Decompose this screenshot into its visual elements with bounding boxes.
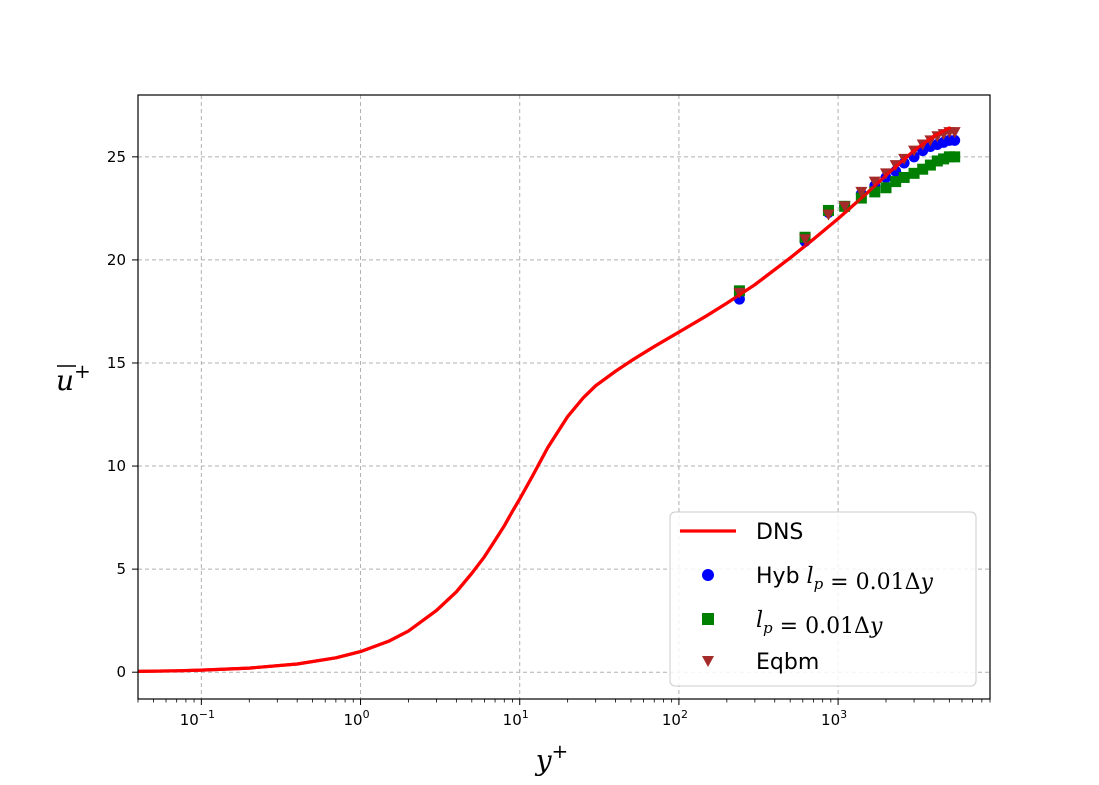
- data-point: [880, 182, 892, 194]
- data-point: [898, 171, 910, 183]
- y-tick-label: 25: [107, 148, 126, 166]
- y-tick-label: 20: [107, 251, 126, 269]
- x-tick-label: 102: [662, 708, 688, 729]
- legend-entry-0: DNS: [680, 520, 803, 545]
- legend-label: DNS: [756, 520, 803, 545]
- series-dns-line-top: [138, 126, 952, 674]
- legend-triangle-swatch: [702, 656, 714, 667]
- legend-circle-swatch: [702, 569, 714, 581]
- data-point: [868, 176, 881, 188]
- legend-label: Eqbm: [756, 650, 819, 675]
- legend-entry-2: lp = 0.01Δy: [702, 608, 883, 639]
- x-tick-label: 103: [821, 708, 847, 729]
- data-point: [799, 234, 812, 246]
- legend-box: [669, 511, 977, 687]
- y-tick-label: 15: [107, 354, 126, 372]
- x-tick-label: 100: [343, 708, 369, 729]
- x-axis-label: y+: [534, 739, 569, 777]
- plot-area: [138, 126, 961, 674]
- data-point: [838, 201, 851, 213]
- y-axis-label-text: u+: [56, 359, 91, 397]
- data-point: [917, 163, 929, 175]
- legend-square-swatch: [702, 613, 714, 625]
- data-point: [949, 134, 961, 146]
- data-point: [890, 176, 902, 188]
- data-point: [924, 159, 936, 171]
- legend: DNS Hyb lp = 0.01Δy lp = 0.01Δy Eqbm: [669, 511, 977, 687]
- data-point: [948, 127, 961, 139]
- legend-entry-3: Eqbm: [702, 650, 819, 675]
- y-tick-label: 5: [116, 560, 126, 578]
- data-point: [822, 209, 835, 221]
- y-tick-label: 0: [116, 663, 126, 681]
- y-axis-label: u+: [56, 359, 91, 397]
- x-axis-label-text: y+: [534, 739, 569, 777]
- data-point: [938, 153, 950, 165]
- x-tick-label: 101: [503, 708, 529, 729]
- axes: 10−1 100 101 102 103 0 5 10 15 20 25: [107, 148, 991, 729]
- plot-frame: [137, 94, 991, 700]
- data-point: [855, 186, 868, 198]
- data-point: [931, 155, 943, 167]
- x-tick-label: 10−1: [180, 708, 215, 729]
- data-point: [949, 151, 961, 163]
- legend-label: lp = 0.01Δy: [756, 608, 883, 639]
- legend-entry-1: Hyb lp = 0.01Δy: [702, 564, 933, 595]
- legend-label: Hyb lp = 0.01Δy: [756, 564, 933, 595]
- data-point: [869, 186, 881, 198]
- data-point: [908, 167, 920, 179]
- y-tick-label: 10: [107, 457, 126, 475]
